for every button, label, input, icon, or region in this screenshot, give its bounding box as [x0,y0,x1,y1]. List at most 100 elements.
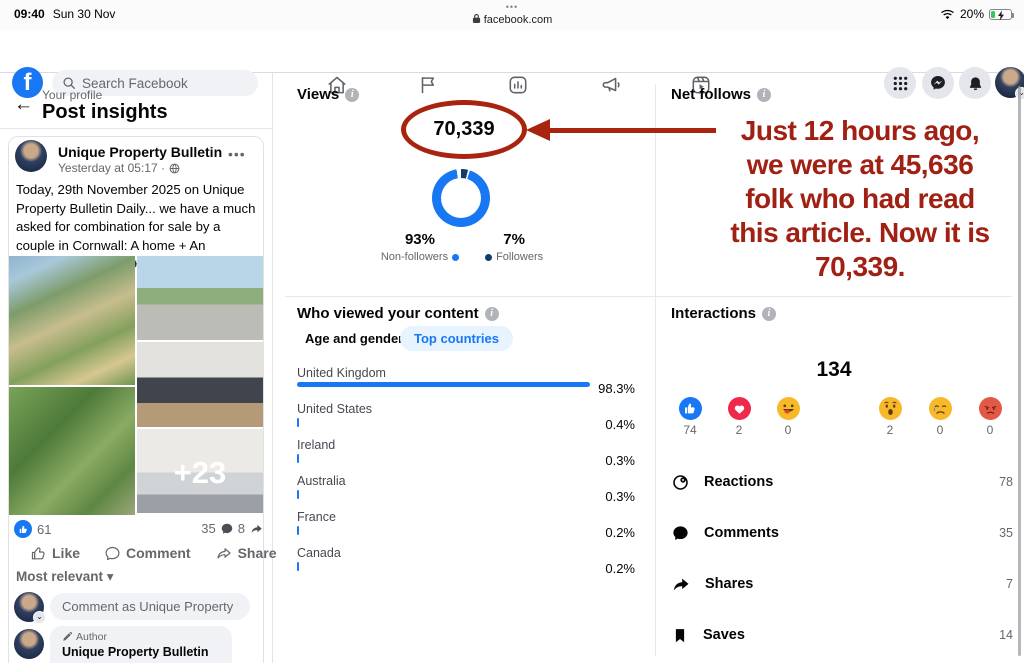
battery-percent: 20% [959,7,984,21]
country-bar [297,526,299,535]
interactions-row-saves[interactable]: Saves 14 [671,624,1013,646]
interactions-row-comments[interactable]: Comments 35 [671,522,1013,544]
legend-nonfollowers: 93% Non-followers [381,231,460,263]
browser-options-dots[interactable]: ••• [505,2,519,12]
status-indicators: 20% [940,7,1014,21]
pen-icon [63,632,72,641]
info-icon[interactable]: i [345,87,360,102]
net-follows-section-title: Net follows i [671,86,772,103]
shares-icon [673,578,689,590]
more-photos-overlay[interactable]: +23 [173,455,227,490]
comment-bubble-icon [221,523,233,534]
like-outline-icon [31,546,45,559]
comment-outline-icon [105,546,120,560]
comment-input[interactable] [50,593,250,620]
menu-grid-button[interactable] [884,67,916,99]
haha-count: 2 [735,423,743,437]
interactions-section-title: Interactions i [671,305,777,322]
section-divider [285,296,1012,297]
reaction-count[interactable]: 61 [37,522,52,537]
sidebar-divider [272,73,273,663]
notifications-button[interactable] [959,67,991,99]
annotation-text: Just 12 hours ago, we were at 45,636 fol… [730,115,990,282]
annotation-arrowhead [526,119,550,141]
info-icon[interactable]: i [484,306,499,321]
back-button[interactable]: ← [14,94,33,115]
profile-eyebrow: Your profile [42,88,103,102]
haha-reaction-icon [777,397,800,420]
views-section-title: Views i [297,86,360,103]
country-row: France 0.2% [297,510,635,540]
search-input[interactable]: Search Facebook [52,70,258,96]
post-photo-entrance [137,256,263,340]
facebook-logo[interactable]: f [12,67,43,98]
post-photo-aerial-coast [9,256,135,385]
search-placeholder: Search Facebook [82,75,188,91]
status-bar: 09:40 Sun 30 Nov ••• facebook.com 20% [0,0,1024,30]
messenger-button[interactable] [922,67,954,99]
bell-icon [969,76,981,90]
like-reaction-icon [679,397,702,420]
commenter-avatar[interactable]: ⌄ [14,592,46,624]
wifi-icon [941,9,954,19]
sort-selector[interactable]: Most relevant ▾ [16,569,114,584]
like-button[interactable]: Like [30,545,80,562]
tab-top-countries[interactable]: Top countries [400,326,513,351]
author-comment-card[interactable]: Author Unique Property Bulletin [50,626,232,663]
post-options-button[interactable]: ••• [228,146,246,162]
page-title: Post insights [42,101,168,123]
saves-icon [675,628,685,642]
post-photo-track-aerial [9,387,135,515]
grid-icon [893,76,907,90]
divider [0,128,272,129]
country-row: United States 0.4% [297,402,635,432]
wow-count: 2 [886,423,894,437]
like-count: 74 [683,423,697,437]
scrollbar[interactable] [1018,86,1021,656]
country-row: Canada 0.2% [297,546,635,576]
home-tab-icon[interactable] [326,74,348,96]
angry-reaction-icon [979,397,1002,420]
comment-button[interactable]: Comment [104,545,191,562]
share-button[interactable]: Share [215,545,277,562]
who-viewed-section-title: Who viewed your content i [297,305,499,322]
info-icon[interactable]: i [757,87,772,102]
video-tab-icon[interactable] [690,74,712,96]
post-photo-interior [137,429,263,513]
country-row: Ireland 0.3% [297,438,635,468]
post-action-bar: Like Comment Share [12,542,277,564]
wow-reaction-icon [879,397,902,420]
info-icon[interactable]: i [762,306,777,321]
address-bar[interactable]: facebook.com [0,13,1024,26]
share-count: 8 [237,521,245,536]
messenger-icon [931,76,945,90]
country-bar [297,490,299,499]
globe-icon [169,163,180,173]
site-url: facebook.com [483,14,553,26]
sad-reaction-icon [929,397,952,420]
facebook-header: f Search Facebook ⌄ [0,30,1024,100]
interactions-total: 134 [816,358,852,381]
post-card [8,136,264,663]
post-photo-grid[interactable]: +23 [9,256,263,515]
insights-tab-icon[interactable] [507,74,529,96]
tab-age-and-gender[interactable]: Age and gender [305,331,404,346]
country-bar [297,454,299,463]
interactions-row-reactions[interactable]: Reactions 78 [671,471,1013,493]
like-reaction-badge[interactable] [14,520,32,538]
author-comment-name: Unique Property Bulletin [62,645,209,659]
lock-icon [472,13,480,23]
sad-count: 0 [936,423,944,437]
post-author-avatar[interactable] [15,140,47,172]
post-author-name[interactable]: Unique Property Bulletin [58,144,223,160]
ads-megaphone-tab-icon[interactable] [600,74,622,96]
country-bar [297,562,299,571]
followers-dot [485,253,493,261]
comment-share-counts[interactable]: 35 8 [0,521,264,536]
status-date: Sun 30 Nov [52,7,116,21]
donut-legend: 93% Non-followers 7% Followers [372,231,552,263]
pages-flag-tab-icon[interactable] [417,74,439,96]
author-comment-avatar[interactable] [14,629,44,659]
annotation-arrow [548,128,716,133]
interactions-row-shares[interactable]: Shares 7 [671,573,1013,595]
